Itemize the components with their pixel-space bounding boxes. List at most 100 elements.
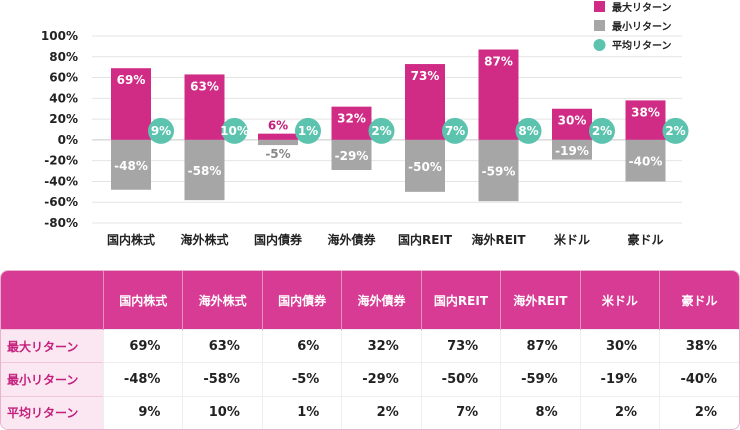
legend-swatch-avg	[593, 39, 606, 51]
table-cell: 30%	[579, 328, 660, 363]
col-header: 国内株式	[102, 271, 183, 330]
table-cell: 2%	[659, 395, 739, 429]
bar-min	[552, 139, 592, 160]
data-label-min: -59%	[482, 165, 516, 179]
data-label-max: 6%	[268, 119, 288, 133]
col-header: 海外債券	[341, 271, 422, 330]
table-cell: 9%	[102, 395, 183, 429]
data-label-max: 69%	[117, 73, 146, 87]
data-label-min: -29%	[335, 149, 369, 163]
row-label: 平均リターン	[1, 395, 104, 429]
row-label: 最大リターン	[1, 328, 104, 363]
bar-min	[258, 139, 298, 146]
col-header: 海外REIT	[500, 271, 581, 330]
table-cell: 6%	[261, 328, 342, 363]
table-cell: 2%	[341, 395, 422, 429]
table-cell: 63%	[182, 328, 263, 363]
x-tick-label: 豪ドル	[627, 232, 663, 247]
table-cell: -59%	[500, 362, 581, 397]
data-label-avg: 8%	[518, 124, 538, 138]
table-cell: 10%	[182, 395, 263, 429]
bar-max	[625, 100, 666, 140]
returns-chart: 100% 80% 60% 40% 20% 0% -20% -40% -60% -80% 69% -48…	[41, 1, 689, 247]
data-label-max: 87%	[484, 55, 513, 69]
table-cell: -19%	[579, 362, 660, 397]
data-label-avg: 2%	[592, 124, 612, 138]
table-cell: 38%	[659, 328, 739, 363]
col-header: 国内REIT	[420, 271, 501, 330]
data-label-min: -40%	[629, 155, 663, 169]
data-label-min: -48%	[114, 159, 148, 173]
y-tick-label: 80%	[49, 50, 78, 64]
legend-swatch-max	[594, 1, 605, 12]
x-tick-label: 米ドル	[554, 232, 590, 247]
avg-marker	[221, 117, 248, 144]
table-header-row: 国内株式 海外株式 国内債券 海外債券 国内REIT 海外REIT 米ドル 豪ド…	[1, 271, 739, 330]
y-tick-label: 40%	[49, 91, 78, 105]
avg-marker	[295, 117, 321, 144]
avg-marker	[442, 117, 468, 144]
table-cell: 73%	[420, 328, 501, 363]
table-row: 最大リターン 69% 63% 6% 32% 73% 87% 30% 38%	[1, 328, 739, 363]
row-label: 最小リターン	[1, 362, 104, 397]
table-cell: -48%	[102, 362, 183, 397]
bar-max	[405, 64, 445, 140]
data-label-max: 73%	[411, 69, 440, 83]
table-cell: -40%	[659, 362, 739, 397]
returns-table: 国内株式 海外株式 国内債券 海外債券 国内REIT 海外REIT 米ドル 豪ド…	[0, 270, 740, 430]
table-cell: 7%	[420, 395, 501, 429]
table-corner	[1, 271, 104, 330]
bar-min	[184, 139, 225, 201]
legend-label: 最大リターン	[612, 1, 672, 14]
bar-min	[478, 139, 519, 202]
y-tick-label: -80%	[44, 216, 78, 230]
data-label-avg: 7%	[445, 124, 465, 138]
x-tick-label: 国内債券	[254, 232, 303, 247]
col-header: 海外株式	[182, 271, 263, 330]
data-label-avg: 9%	[151, 124, 171, 138]
data-label-min: -58%	[188, 164, 222, 178]
x-tick-label: 海外株式	[180, 232, 228, 247]
bar-max	[258, 133, 298, 140]
bar-min	[625, 139, 666, 182]
table-row: 最小リターン -48% -58% -5% -29% -50% -59% -19%…	[1, 362, 739, 397]
data-label-max: 30%	[558, 114, 587, 128]
avg-marker	[368, 117, 395, 144]
table-row: 平均リターン 9% 10% 1% 2% 7% 8% 2% 2%	[1, 395, 739, 429]
avg-marker	[662, 117, 689, 144]
bar-max	[552, 108, 592, 140]
data-label-min: -50%	[408, 160, 442, 174]
data-label-min: -5%	[265, 147, 290, 161]
y-tick-label: -60%	[44, 195, 78, 209]
table-cell: 87%	[500, 328, 581, 363]
x-tick-label: 海外REIT	[471, 232, 526, 247]
table-cell: -5%	[261, 362, 342, 397]
y-tick-label: 0%	[58, 133, 78, 147]
table-cell: 8%	[500, 395, 581, 429]
data-label-avg: 2%	[665, 124, 685, 138]
table-cell: -29%	[341, 362, 422, 397]
bar-max	[184, 74, 225, 140]
avg-marker	[148, 117, 174, 144]
data-label-min: -19%	[555, 144, 589, 158]
data-label-avg: 2%	[371, 124, 391, 138]
bar-max	[478, 49, 519, 140]
legend-label: 最小リターン	[612, 20, 672, 33]
table-cell: 69%	[102, 328, 183, 363]
table-cell: -50%	[420, 362, 501, 397]
table-cell: -58%	[182, 362, 263, 397]
table-cell: 32%	[341, 328, 422, 363]
bar-max	[331, 106, 372, 140]
y-tick-label: 20%	[49, 112, 78, 126]
x-tick-label: 国内株式	[107, 232, 155, 247]
col-header: 国内債券	[261, 271, 342, 330]
y-tick-label: -40%	[44, 174, 78, 188]
data-label-avg: 1%	[298, 124, 318, 138]
x-tick-label: 海外債券	[327, 232, 376, 247]
bar-min	[405, 139, 445, 192]
data-label-max: 32%	[337, 112, 366, 126]
avg-marker	[589, 117, 615, 144]
legend-swatch-min	[594, 20, 605, 31]
table-cell: 1%	[261, 395, 342, 429]
table-cell: 2%	[579, 395, 660, 429]
